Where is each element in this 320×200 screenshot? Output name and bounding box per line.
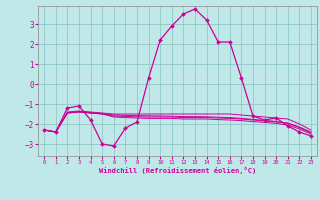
X-axis label: Windchill (Refroidissement éolien,°C): Windchill (Refroidissement éolien,°C) xyxy=(99,167,256,174)
